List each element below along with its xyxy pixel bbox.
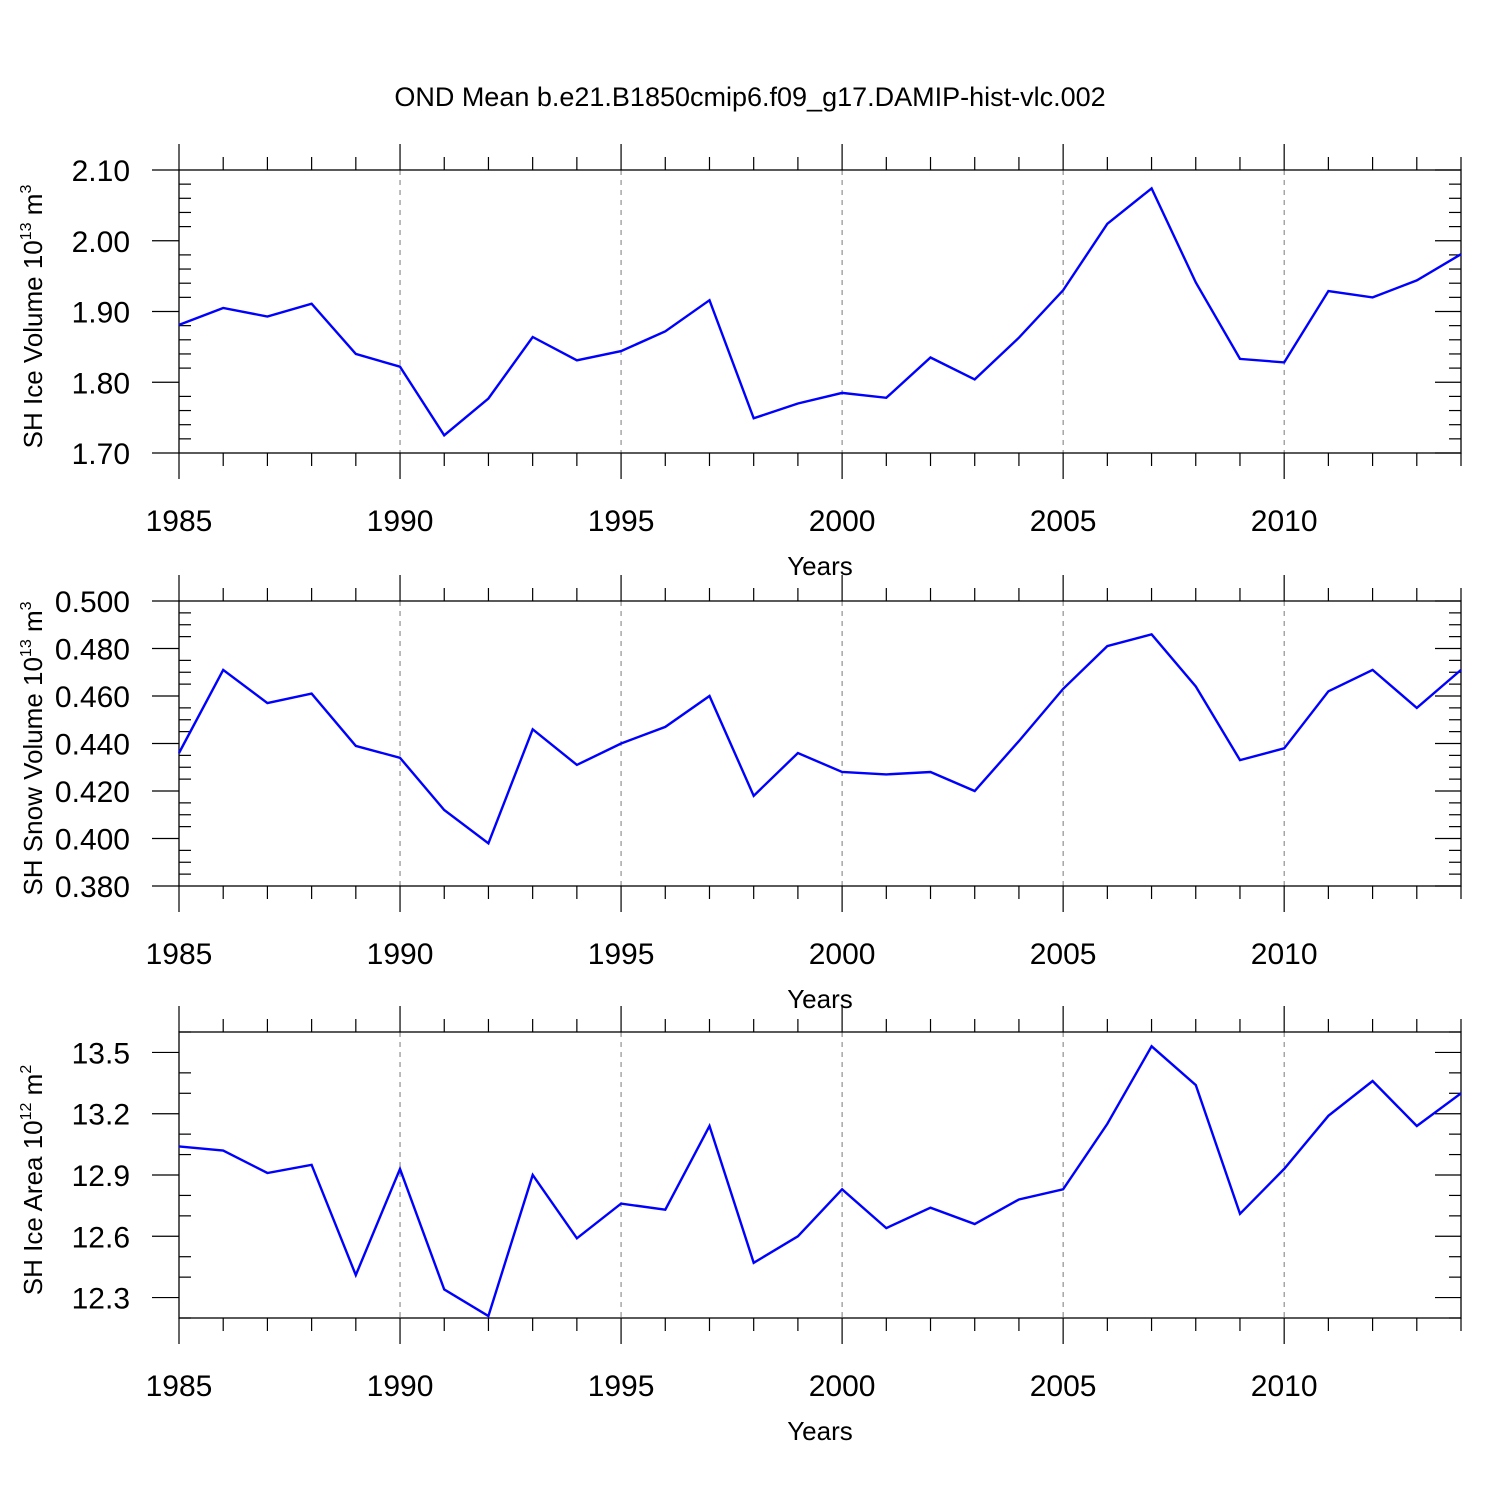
series-line-sh-snow-volume xyxy=(177,632,1462,846)
y-tick-label: 13.2 xyxy=(72,1099,130,1132)
chart-panel-1: 1.70 1.80 1.90 2.00 2.10 1985 1990 1995 2000 2005… xyxy=(18,144,1462,581)
y-axis-title-part: m xyxy=(18,610,48,639)
y-tick-label: 0.380 xyxy=(55,871,130,904)
x-tick-label: 2000 xyxy=(809,505,876,538)
series-line-sh-ice-area xyxy=(178,1044,1462,1318)
y-axis-title-part: m xyxy=(18,194,48,223)
x-tick-label: 2000 xyxy=(809,1370,876,1403)
y-tick-label: 0.400 xyxy=(55,824,130,857)
y-tick-label: 13.5 xyxy=(72,1037,130,1070)
y-axis-title-superscript: 3 xyxy=(18,185,35,194)
x-tick-label: 1985 xyxy=(146,938,213,971)
chart-panel-2: 0.380 0.400 0.420 0.440 0.460 0.480 0.500 1985 1… xyxy=(18,575,1462,1014)
y-tick-label: 12.9 xyxy=(72,1160,130,1193)
x-axis-title: Years xyxy=(787,984,853,1014)
y-tick-label: 0.420 xyxy=(55,776,130,809)
y-tick-label: 0.500 xyxy=(55,586,130,619)
x-tick-label: 1985 xyxy=(146,1370,213,1403)
x-tick-label: 1985 xyxy=(146,505,213,538)
x-tick-label: 1995 xyxy=(588,938,655,971)
x-tick-label: 2005 xyxy=(1030,1370,1097,1403)
x-tick-label: 2005 xyxy=(1030,505,1097,538)
y-tick-label: 0.480 xyxy=(55,634,130,667)
x-tick-label: 2010 xyxy=(1251,938,1318,971)
y-tick-label: 12.3 xyxy=(72,1283,130,1316)
x-tick-label: 2010 xyxy=(1251,1370,1318,1403)
y-axis-title-part: m xyxy=(18,1074,48,1103)
series-line-sh-ice-volume xyxy=(178,186,1462,438)
plot-frame xyxy=(178,169,1462,454)
y-axis-title-superscript: 12 xyxy=(18,1102,35,1120)
x-axis-title: Years xyxy=(787,1416,853,1446)
y-tick-label: 0.460 xyxy=(55,681,130,714)
x-tick-label: 1995 xyxy=(588,1370,655,1403)
x-tick-label: 1990 xyxy=(367,505,434,538)
y-axis-title-superscript: 2 xyxy=(18,1065,35,1074)
x-tick-label: 1990 xyxy=(367,1370,434,1403)
x-tick-label: 2005 xyxy=(1030,938,1097,971)
y-tick-label: 2.10 xyxy=(72,155,130,188)
panels-container: 1.70 1.80 1.90 2.00 2.10 1985 1990 1995 2000 2005… xyxy=(18,144,1462,1446)
y-tick-label: 12.6 xyxy=(72,1221,130,1254)
y-axis-title-superscript: 3 xyxy=(18,601,35,610)
y-tick-label: 0.440 xyxy=(55,729,130,762)
plot-frame xyxy=(178,600,1462,887)
y-axis-title: SH Ice Area 1012 m2 xyxy=(18,1065,48,1296)
x-tick-label: 1995 xyxy=(588,505,655,538)
plot-frame xyxy=(178,1031,1462,1319)
y-tick-label: 2.00 xyxy=(72,226,130,259)
y-axis-title: SH Ice Volume 1013 m3 xyxy=(18,185,48,449)
y-axis-title-part: SH Snow Volume 10 xyxy=(18,657,48,895)
y-axis-title-part: SH Ice Area 10 xyxy=(18,1120,48,1295)
y-axis-title: SH Snow Volume 1013 m3 xyxy=(18,601,48,895)
x-tick-label: 1990 xyxy=(367,938,434,971)
y-axis-title-superscript: 13 xyxy=(18,639,35,657)
x-axis-title: Years xyxy=(787,551,853,581)
y-tick-label: 1.70 xyxy=(72,438,130,471)
y-tick-label: 1.90 xyxy=(72,297,130,330)
chart-panel-3: 12.3 12.6 12.9 13.2 13.5 1985 1990 1995 2000 2005… xyxy=(18,1006,1462,1446)
figure-title: OND Mean b.e21.B1850cmip6.f09_g17.DAMIP-… xyxy=(394,82,1105,112)
x-tick-label: 2010 xyxy=(1251,505,1318,538)
y-axis-title-superscript: 13 xyxy=(18,222,35,240)
y-axis-title-part: SH Ice Volume 10 xyxy=(18,240,48,448)
y-tick-label: 1.80 xyxy=(72,367,130,400)
x-tick-label: 2000 xyxy=(809,938,876,971)
